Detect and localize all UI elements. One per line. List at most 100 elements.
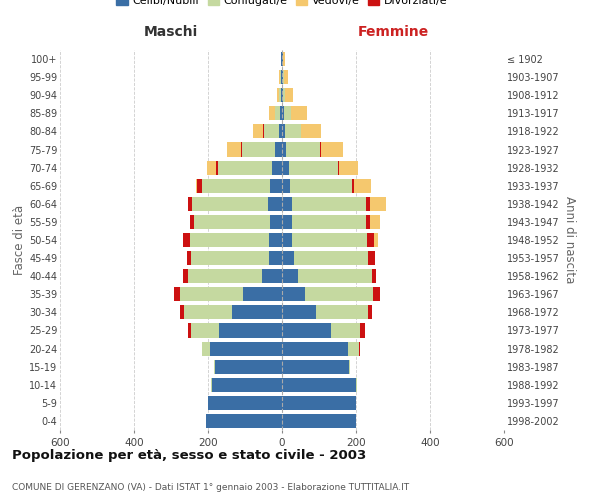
Bar [282, 178, 290, 193]
Bar [356, 378, 357, 392]
Bar [282, 215, 292, 229]
Bar [282, 324, 331, 338]
Bar [193, 215, 194, 229]
Bar [187, 269, 188, 283]
Bar [197, 178, 202, 193]
Bar [371, 269, 375, 283]
Bar [269, 251, 282, 265]
Bar [320, 142, 321, 156]
Bar [194, 215, 270, 229]
Text: COMUNE DI GERENZANO (VA) - Dati ISTAT 1° gennaio 2003 - Elaborazione TUTTITALIA.: COMUNE DI GERENZANO (VA) - Dati ISTAT 1°… [12, 484, 409, 492]
Bar [283, 52, 284, 66]
Bar [206, 414, 282, 428]
Bar [188, 269, 262, 283]
Bar [367, 233, 374, 247]
Bar [305, 287, 373, 302]
Bar [284, 70, 287, 84]
Bar [262, 269, 282, 283]
Bar [282, 414, 356, 428]
Y-axis label: Fasce di età: Fasce di età [13, 205, 26, 275]
Bar [301, 124, 321, 138]
Bar [179, 306, 184, 320]
Bar [367, 233, 378, 247]
Bar [188, 233, 190, 247]
Bar [292, 233, 367, 247]
Bar [352, 178, 354, 193]
Legend: Celibi/Nubili, Coniugati/e, Vedovi/e, Divorziati/e: Celibi/Nubili, Coniugati/e, Vedovi/e, Di… [112, 0, 452, 10]
Bar [183, 269, 188, 283]
Bar [282, 70, 283, 84]
Bar [275, 106, 280, 120]
Bar [188, 324, 191, 338]
Bar [210, 342, 282, 355]
Bar [183, 233, 190, 247]
Bar [282, 251, 294, 265]
Bar [208, 396, 282, 410]
Bar [348, 342, 359, 355]
Bar [280, 106, 282, 120]
Bar [214, 360, 215, 374]
Bar [290, 106, 307, 120]
Bar [365, 215, 380, 229]
Bar [218, 160, 272, 174]
Bar [368, 306, 372, 320]
Bar [277, 88, 279, 102]
Bar [285, 88, 293, 102]
Bar [368, 251, 375, 265]
Bar [180, 287, 243, 302]
Bar [373, 287, 375, 302]
Bar [279, 124, 282, 138]
Bar [270, 215, 282, 229]
Bar [241, 142, 242, 156]
Bar [292, 197, 365, 211]
Bar [281, 88, 282, 102]
Bar [281, 70, 282, 84]
Bar [282, 269, 298, 283]
Bar [337, 160, 340, 174]
Bar [283, 70, 284, 84]
Bar [337, 160, 358, 174]
Bar [253, 124, 263, 138]
Bar [179, 287, 180, 302]
Bar [282, 306, 316, 320]
Bar [282, 378, 356, 392]
Bar [263, 124, 279, 138]
Bar [275, 142, 282, 156]
Bar [196, 178, 202, 193]
Bar [365, 197, 386, 211]
Bar [191, 251, 269, 265]
Bar [282, 124, 285, 138]
Bar [191, 324, 219, 338]
Bar [290, 178, 352, 193]
Bar [282, 106, 284, 120]
Bar [279, 88, 281, 102]
Bar [269, 233, 282, 247]
Bar [282, 197, 292, 211]
Bar [373, 287, 380, 302]
Bar [282, 88, 283, 102]
Text: Maschi: Maschi [144, 25, 198, 39]
Bar [352, 178, 371, 193]
Bar [282, 52, 283, 66]
Bar [284, 106, 290, 120]
Bar [283, 88, 285, 102]
Bar [202, 342, 210, 355]
Bar [282, 233, 292, 247]
Bar [365, 215, 370, 229]
Bar [281, 52, 282, 66]
Bar [243, 287, 282, 302]
Bar [365, 197, 370, 211]
Bar [331, 324, 361, 338]
Bar [184, 306, 232, 320]
Bar [202, 178, 270, 193]
Bar [188, 197, 192, 211]
Bar [190, 251, 191, 265]
Bar [289, 160, 337, 174]
Bar [242, 142, 275, 156]
Bar [282, 342, 348, 355]
Bar [212, 378, 282, 392]
Bar [282, 287, 305, 302]
Bar [280, 70, 281, 84]
Bar [215, 360, 282, 374]
Bar [298, 269, 371, 283]
